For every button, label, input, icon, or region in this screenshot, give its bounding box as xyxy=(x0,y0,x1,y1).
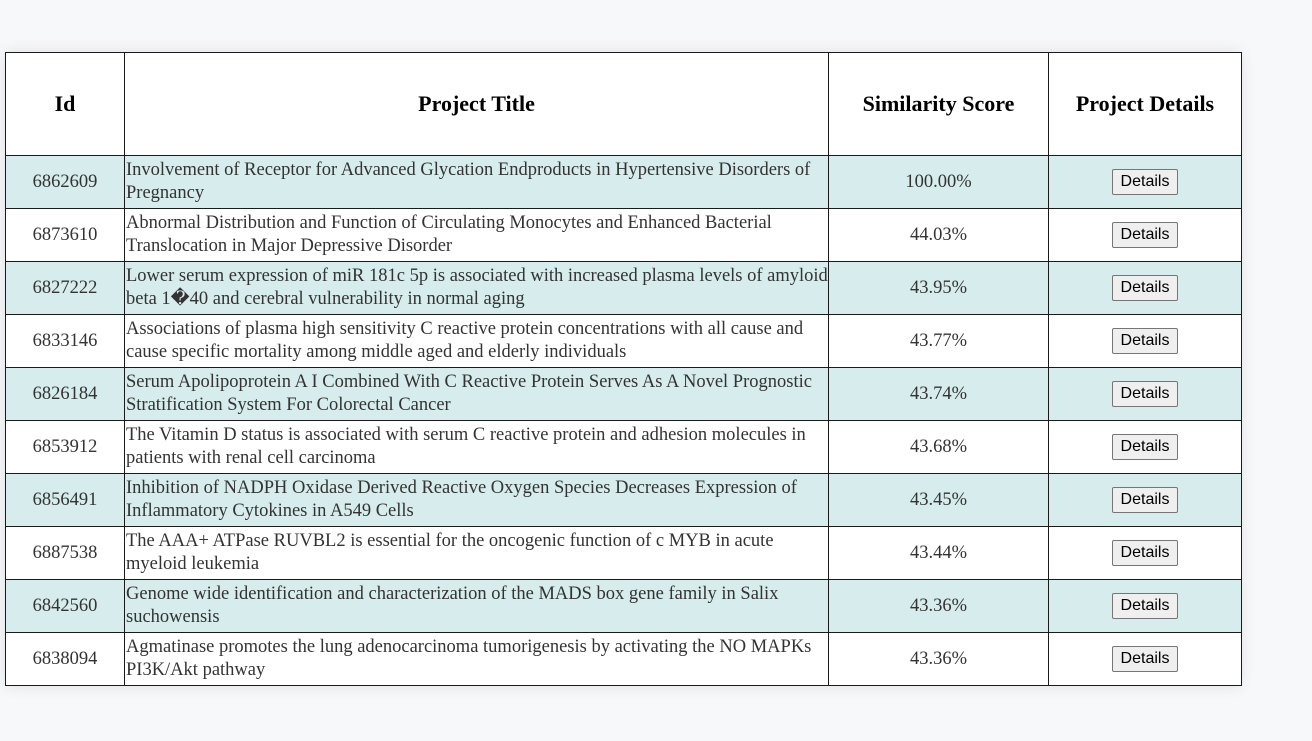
table-row: 6827222 Lower serum expression of miR 18… xyxy=(5,261,1242,315)
row-similarity-score: 43.44% xyxy=(828,526,1049,580)
header-similarity-score: Similarity Score xyxy=(828,52,1049,156)
results-table: Id Project Title Similarity Score Projec… xyxy=(5,52,1242,686)
row-details-cell: Details xyxy=(1048,420,1242,474)
row-details-cell: Details xyxy=(1048,261,1242,315)
row-project-title: The AAA+ ATPase RUVBL2 is essential for … xyxy=(124,526,829,580)
row-id: 6873610 xyxy=(5,208,125,262)
table-row: 6853912 The Vitamin D status is associat… xyxy=(5,420,1242,474)
row-project-title: The Vitamin D status is associated with … xyxy=(124,420,829,474)
row-similarity-score: 43.77% xyxy=(828,314,1049,368)
row-similarity-score: 100.00% xyxy=(828,155,1049,209)
table-row: 6838094 Agmatinase promotes the lung ade… xyxy=(5,632,1242,686)
row-project-title: Serum Apolipoprotein A I Combined With C… xyxy=(124,367,829,421)
row-similarity-score: 43.95% xyxy=(828,261,1049,315)
row-details-cell: Details xyxy=(1048,208,1242,262)
table-row: 6833146 Associations of plasma high sens… xyxy=(5,314,1242,368)
details-button[interactable]: Details xyxy=(1111,487,1179,513)
header-project-title: Project Title xyxy=(124,52,829,156)
row-id: 6862609 xyxy=(5,155,125,209)
table-row: 6842560 Genome wide identification and c… xyxy=(5,579,1242,633)
row-details-cell: Details xyxy=(1048,314,1242,368)
details-button[interactable]: Details xyxy=(1111,381,1179,407)
row-similarity-score: 43.68% xyxy=(828,420,1049,474)
row-project-title: Lower serum expression of miR 181c 5p is… xyxy=(124,261,829,315)
table-body: 6862609 Involvement of Receptor for Adva… xyxy=(5,155,1242,686)
row-id: 6827222 xyxy=(5,261,125,315)
table-row: 6887538 The AAA+ ATPase RUVBL2 is essent… xyxy=(5,526,1242,580)
details-button[interactable]: Details xyxy=(1111,434,1179,460)
header-project-details: Project Details xyxy=(1048,52,1242,156)
table-header-row: Id Project Title Similarity Score Projec… xyxy=(5,52,1242,156)
row-id: 6853912 xyxy=(5,420,125,474)
table-row: 6862609 Involvement of Receptor for Adva… xyxy=(5,155,1242,209)
details-button[interactable]: Details xyxy=(1111,593,1179,619)
row-project-title: Abnormal Distribution and Function of Ci… xyxy=(124,208,829,262)
row-id: 6842560 xyxy=(5,579,125,633)
row-details-cell: Details xyxy=(1048,367,1242,421)
header-id: Id xyxy=(5,52,125,156)
row-project-title: Inhibition of NADPH Oxidase Derived Reac… xyxy=(124,473,829,527)
row-id: 6833146 xyxy=(5,314,125,368)
row-details-cell: Details xyxy=(1048,526,1242,580)
row-project-title: Agmatinase promotes the lung adenocarcin… xyxy=(124,632,829,686)
row-project-title: Involvement of Receptor for Advanced Gly… xyxy=(124,155,829,209)
row-project-title: Genome wide identification and character… xyxy=(124,579,829,633)
row-id: 6856491 xyxy=(5,473,125,527)
row-details-cell: Details xyxy=(1048,579,1242,633)
table-row: 6873610 Abnormal Distribution and Functi… xyxy=(5,208,1242,262)
table-row: 6856491 Inhibition of NADPH Oxidase Deri… xyxy=(5,473,1242,527)
row-id: 6887538 xyxy=(5,526,125,580)
results-table-container: Id Project Title Similarity Score Projec… xyxy=(5,52,1242,686)
details-button[interactable]: Details xyxy=(1111,328,1179,354)
row-similarity-score: 44.03% xyxy=(828,208,1049,262)
row-project-title: Associations of plasma high sensitivity … xyxy=(124,314,829,368)
row-details-cell: Details xyxy=(1048,155,1242,209)
row-similarity-score: 43.74% xyxy=(828,367,1049,421)
row-similarity-score: 43.36% xyxy=(828,579,1049,633)
row-id: 6826184 xyxy=(5,367,125,421)
details-button[interactable]: Details xyxy=(1111,540,1179,566)
row-id: 6838094 xyxy=(5,632,125,686)
row-similarity-score: 43.45% xyxy=(828,473,1049,527)
row-details-cell: Details xyxy=(1048,473,1242,527)
row-details-cell: Details xyxy=(1048,632,1242,686)
details-button[interactable]: Details xyxy=(1111,169,1179,195)
details-button[interactable]: Details xyxy=(1111,222,1179,248)
details-button[interactable]: Details xyxy=(1111,275,1179,301)
details-button[interactable]: Details xyxy=(1111,646,1179,672)
row-similarity-score: 43.36% xyxy=(828,632,1049,686)
table-row: 6826184 Serum Apolipoprotein A I Combine… xyxy=(5,367,1242,421)
